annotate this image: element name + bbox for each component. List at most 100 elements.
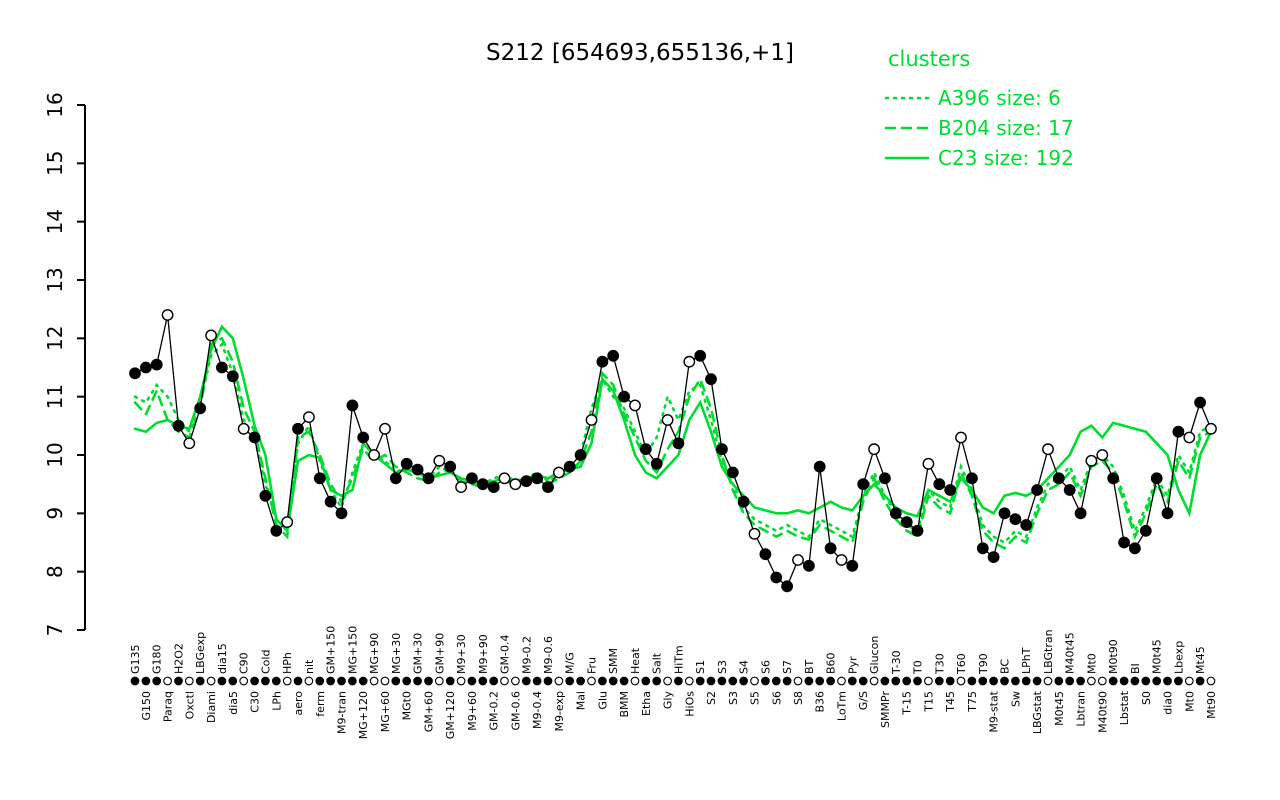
condition-dot — [239, 676, 249, 686]
condition-label: M40t90 — [1096, 691, 1109, 733]
condition-dot — [445, 676, 455, 686]
condition-dot — [1130, 676, 1140, 686]
condition-dot — [1141, 676, 1151, 686]
condition-label: Mt90 — [1205, 691, 1218, 719]
condition-label: HiOs — [683, 691, 696, 717]
data-point-filled — [607, 349, 620, 362]
condition-dot — [424, 676, 433, 686]
y-tick-label: 14 — [43, 209, 67, 234]
condition-dot — [554, 676, 564, 686]
plot-title: S212 [654693,655136,+1] — [486, 40, 794, 66]
data-point-open — [498, 472, 511, 485]
condition-label: S3 — [727, 691, 740, 705]
data-point-open — [237, 422, 250, 435]
condition-label: Lbtran — [1075, 691, 1088, 727]
condition-dot — [1195, 676, 1205, 686]
condition-dot — [619, 676, 629, 686]
data-point-filled — [520, 475, 533, 488]
condition-dot — [1174, 676, 1183, 686]
data-point-open — [748, 527, 761, 540]
data-point-filled — [933, 478, 946, 491]
condition-dot — [489, 676, 499, 686]
y-axis: 7 8 9 10 11 12 13 14 15 16 — [43, 92, 86, 636]
condition-dot — [282, 676, 292, 686]
condition-dot — [402, 676, 412, 686]
condition-dot — [847, 676, 857, 686]
data-point-open — [379, 422, 391, 435]
condition-label: MG+90 — [368, 633, 381, 674]
condition-dot — [163, 676, 172, 686]
data-point-filled — [1063, 484, 1076, 496]
data-point-open — [302, 411, 315, 423]
data-point-filled — [1020, 519, 1033, 531]
data-point-filled — [1161, 507, 1174, 520]
condition-label: S2 — [705, 691, 718, 705]
condition-dot — [684, 676, 694, 686]
condition-dot — [967, 676, 977, 686]
condition-dot — [315, 676, 325, 686]
data-point-filled — [944, 484, 957, 496]
data-point-open — [1205, 422, 1217, 435]
condition-label: G150 — [140, 691, 153, 721]
data-point-filled — [900, 516, 913, 528]
data-point-filled — [759, 548, 772, 561]
data-point-filled — [1074, 507, 1087, 520]
condition-dot — [989, 676, 998, 686]
condition-label: LPhT — [1020, 647, 1033, 674]
condition-label: C90 — [238, 652, 251, 674]
data-point-open — [433, 454, 446, 467]
data-point-open — [509, 478, 522, 491]
condition-label: M9+90 — [477, 634, 490, 674]
condition-label: S3 — [716, 660, 729, 674]
condition-dot — [1032, 676, 1042, 686]
condition-dot — [793, 676, 803, 686]
y-tick-label: 13 — [43, 267, 67, 292]
data-point-open — [1085, 454, 1098, 467]
condition-label: LBGexp — [194, 632, 207, 674]
condition-dot — [1043, 676, 1053, 686]
condition-label: LoTm — [836, 691, 849, 721]
data-point-filled — [650, 457, 663, 470]
data-point-filled — [857, 478, 870, 491]
data-point-filled — [465, 472, 478, 485]
legend-label-a396: A396 size: 6 — [938, 86, 1061, 110]
condition-label: Mt45 — [1194, 646, 1207, 674]
data-point-open — [161, 309, 174, 321]
condition-label: Glucon — [868, 636, 881, 674]
condition-dot — [837, 676, 846, 686]
condition-label: GM+30 — [412, 633, 425, 674]
condition-dot-row — [130, 676, 1216, 686]
condition-dot — [1087, 676, 1096, 686]
condition-label: T45 — [944, 691, 957, 713]
condition-dot — [761, 676, 770, 686]
condition-dot — [1097, 676, 1107, 686]
data-point-open — [661, 414, 674, 426]
data-point-filled — [966, 472, 978, 485]
condition-dot — [1152, 676, 1162, 686]
condition-label: G180 — [151, 644, 164, 674]
data-point-filled — [1194, 396, 1207, 409]
condition-label: B60 — [825, 652, 838, 674]
data-point-filled — [846, 559, 859, 572]
data-point-filled — [215, 361, 228, 374]
data-point-filled — [226, 370, 239, 383]
condition-dot — [543, 676, 553, 686]
condition-dot — [1000, 676, 1009, 686]
data-point-filled — [346, 399, 359, 412]
cluster-lines — [133, 324, 1213, 550]
condition-dot — [250, 676, 259, 686]
condition-label: Fru — [586, 657, 599, 674]
condition-dot — [261, 676, 270, 686]
data-point-filled — [313, 472, 326, 485]
condition-label: M9+30 — [455, 634, 468, 674]
condition-label: M9-tran — [336, 691, 349, 734]
condition-label: GM+60 — [423, 691, 436, 732]
condition-dot — [739, 676, 748, 686]
condition-dot — [532, 676, 542, 686]
data-point-filled — [248, 431, 261, 444]
y-tick-label: 8 — [43, 565, 67, 578]
condition-dot — [956, 676, 966, 686]
condition-label: nit — [303, 659, 316, 674]
data-point-filled — [987, 551, 1000, 563]
condition-label: Glu — [596, 691, 609, 710]
